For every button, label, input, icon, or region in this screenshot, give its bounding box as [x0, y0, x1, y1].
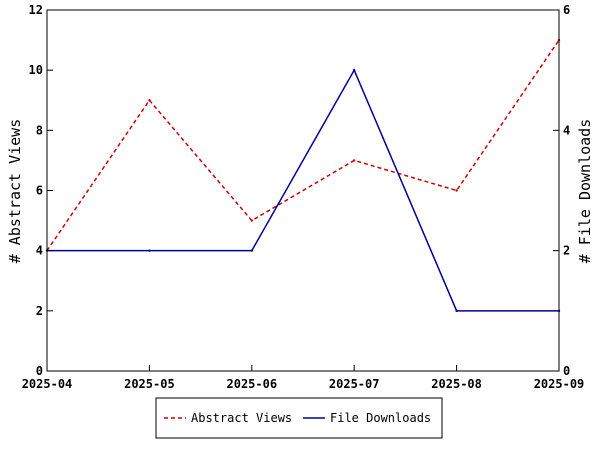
data-point-abstract-views — [148, 99, 151, 102]
y-left-tick-label: 0 — [36, 364, 43, 378]
x-tick-label: 2025-09 — [534, 377, 585, 391]
series-line-file-downloads — [47, 68, 559, 312]
y-left-tick-label: 8 — [36, 123, 43, 137]
legend-box — [155, 397, 443, 439]
y-right-tick-label: 6 — [563, 3, 570, 17]
data-point-file-downloads — [250, 249, 253, 252]
y-right-tick-label: 2 — [563, 244, 570, 258]
data-point-file-downloads — [148, 249, 151, 252]
data-point-abstract-views — [353, 159, 356, 162]
y-axis-right-title: # File Downloads — [576, 119, 594, 264]
data-point-abstract-views — [455, 189, 458, 192]
data-point-file-downloads — [353, 68, 356, 72]
y-left-tick-label: 4 — [36, 244, 43, 258]
y-left-tick-label: 12 — [29, 3, 43, 17]
x-tick-label: 2025-08 — [431, 377, 482, 391]
y-right-tick-label: 4 — [563, 123, 570, 137]
x-tick-label: 2025-05 — [124, 377, 175, 391]
x-tick-label: 2025-04 — [22, 377, 73, 391]
y-right-tick-label: 0 — [563, 364, 570, 378]
legend-label-file-downloads: File Downloads — [330, 411, 431, 425]
x-tick-label: 2025-07 — [329, 377, 380, 391]
y-axis-left-title: # Abstract Views — [6, 119, 24, 264]
data-point-abstract-views — [250, 219, 253, 222]
y-left-tick-label: 2 — [36, 304, 43, 318]
x-tick-label: 2025-06 — [227, 377, 278, 391]
y-left-tick-label: 10 — [29, 63, 43, 77]
legend: Abstract Views File Downloads — [155, 397, 443, 439]
legend-label-abstract-views: Abstract Views — [191, 411, 292, 425]
data-point-file-downloads — [455, 309, 458, 313]
y-left-tick-label: 6 — [36, 184, 43, 198]
series-line-abstract-views — [46, 39, 560, 252]
